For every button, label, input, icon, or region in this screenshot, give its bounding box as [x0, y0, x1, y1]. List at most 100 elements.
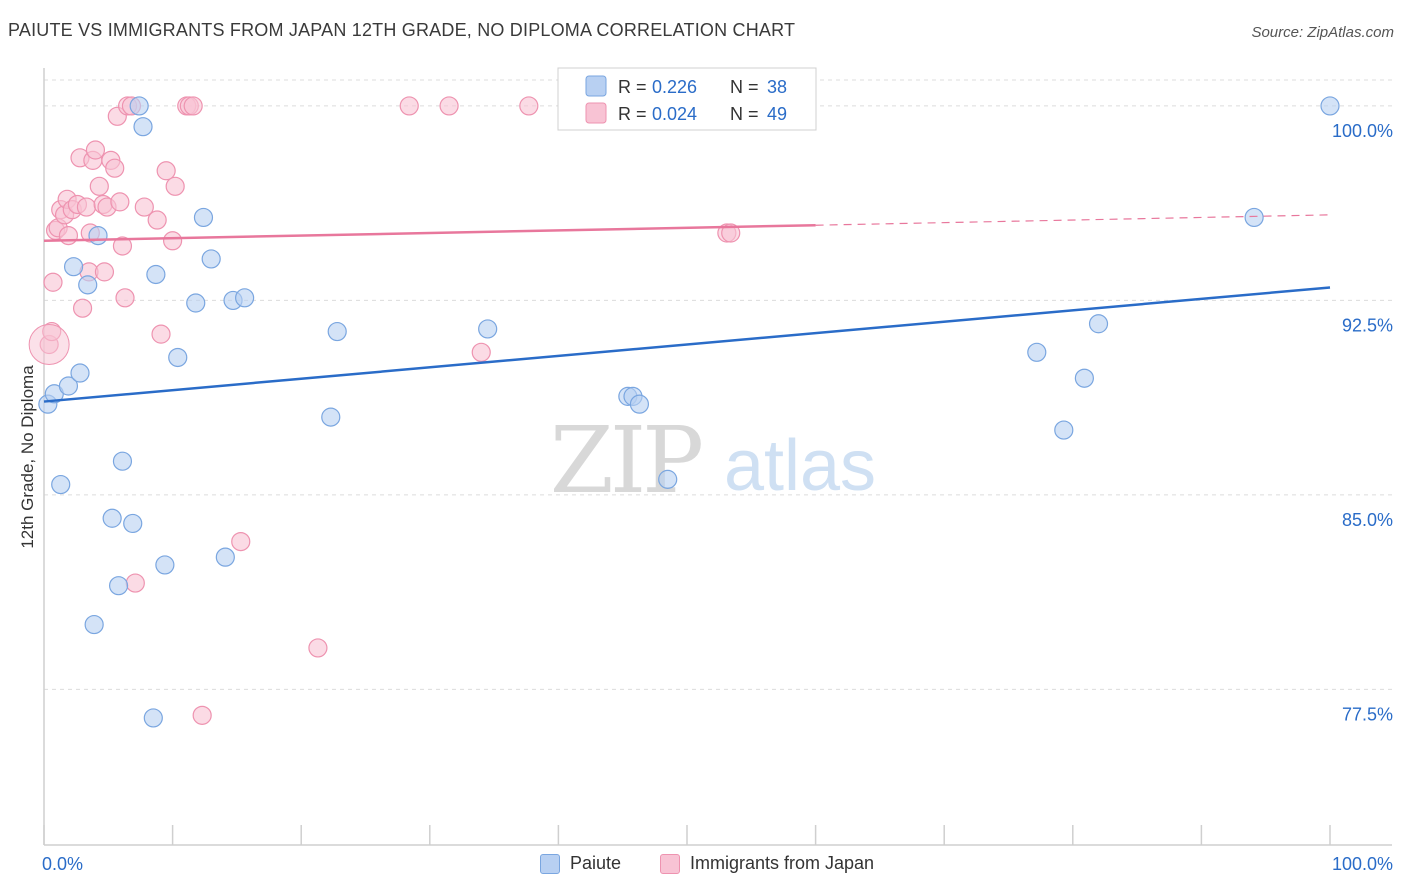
stats-legend-r-value-paiute: 0.226 — [652, 77, 697, 97]
data-point-paiute — [1244, 207, 1264, 228]
data-point-immigrants-from-japan — [163, 231, 183, 251]
data-point-paiute — [321, 407, 341, 427]
data-point-paiute — [327, 321, 347, 342]
data-point-immigrants-from-japan — [134, 197, 154, 217]
legend-label-paiute: Paiute — [570, 853, 622, 873]
y-tick-label: 100.0% — [1332, 121, 1393, 141]
data-point-paiute — [112, 451, 133, 471]
data-point-immigrants-from-japan — [156, 161, 176, 181]
data-point-immigrants-from-japan — [147, 210, 167, 230]
y-tick-labels: 77.5% 85.0% 92.5% 100.0% — [1332, 121, 1393, 724]
data-point-paiute — [146, 264, 166, 285]
data-point-paiute — [133, 117, 153, 137]
trend-line-immigrants-from-japan — [43, 223, 816, 243]
data-point-paiute — [123, 513, 143, 534]
data-point-immigrants-from-japan — [439, 96, 459, 116]
data-point-immigrants-from-japan — [308, 638, 328, 658]
series-immigrants-from-japan-points — [28, 96, 741, 725]
data-point-immigrants-from-japan — [183, 96, 203, 116]
series-paiute-points — [38, 96, 1340, 728]
data-point-immigrants-from-japan — [89, 176, 109, 196]
data-point-immigrants-from-japan — [151, 324, 171, 344]
watermark-atlas: atlas — [724, 426, 876, 506]
data-point-paiute — [201, 249, 221, 269]
legend-item-japan: Immigrants from Japan — [660, 853, 874, 874]
stats-legend: R = 0.226 N = 38 R = 0.024 N = 49 — [557, 67, 817, 131]
legend-swatch-paiute — [540, 853, 560, 874]
data-point-paiute — [58, 376, 79, 396]
data-point-immigrants-from-japan — [105, 158, 125, 178]
data-point-immigrants-from-japan — [115, 288, 135, 308]
watermark-zip: ZIP — [550, 407, 701, 514]
data-point-immigrants-from-japan — [399, 96, 419, 116]
data-point-paiute — [478, 319, 498, 339]
data-point-paiute — [84, 614, 104, 635]
data-point-immigrants-from-japan — [112, 236, 133, 256]
data-point-paiute — [1320, 96, 1340, 116]
data-point-paiute — [78, 275, 98, 295]
data-point-immigrants-from-japan — [110, 192, 130, 212]
stats-legend-n-label-paiute: N = — [730, 77, 759, 97]
data-point-immigrants-from-japan — [192, 705, 212, 725]
y-tick-label: 92.5% — [1342, 315, 1393, 335]
data-point-immigrants-from-japan — [519, 96, 539, 116]
data-point-paiute — [88, 225, 108, 246]
legend-item-paiute: Paiute — [540, 853, 621, 874]
data-point-paiute — [193, 207, 214, 228]
data-point-paiute — [629, 394, 650, 414]
data-point-immigrants-from-japan — [85, 140, 106, 160]
data-point-immigrants-from-japan — [231, 531, 251, 552]
data-point-paiute — [658, 469, 678, 489]
data-point-paiute — [143, 708, 163, 728]
data-point-paiute — [108, 576, 129, 596]
data-point-paiute — [168, 347, 188, 368]
data-point-paiute — [102, 508, 122, 528]
data-point-paiute — [70, 363, 90, 383]
legend-label-japan: Immigrants from Japan — [690, 853, 875, 873]
data-point-immigrants-from-japan — [721, 223, 741, 243]
data-point-paiute — [1088, 314, 1109, 334]
zipatlas-watermark: ZIP atlas — [550, 407, 876, 514]
trend-line-immigrants-from-japan-extension — [815, 214, 1331, 226]
data-point-paiute — [235, 288, 255, 308]
stats-legend-n-label-japan: N = — [730, 104, 759, 124]
x-tick-label-min: 0.0% — [42, 854, 83, 874]
stats-legend-n-value-japan: 49 — [767, 104, 787, 124]
data-point-paiute — [186, 293, 206, 313]
stats-legend-r-value-japan: 0.024 — [652, 104, 697, 124]
chart-title: PAIUTE VS IMMIGRANTS FROM JAPAN 12TH GRA… — [8, 20, 796, 40]
y-tick-label: 77.5% — [1342, 704, 1393, 724]
data-point-paiute — [1054, 420, 1074, 440]
data-point-paiute — [63, 257, 84, 277]
data-point-paiute — [129, 96, 149, 116]
source-credit: Source: ZipAtlas.com — [1251, 24, 1394, 41]
data-point-immigrants-from-japan — [94, 262, 115, 282]
stats-legend-swatch-japan — [585, 102, 607, 124]
data-point-immigrants-from-japan-large — [28, 324, 70, 366]
data-point-immigrants-from-japan — [72, 298, 93, 318]
data-point-paiute — [51, 474, 71, 495]
data-point-paiute — [215, 547, 235, 567]
stats-legend-r-label-japan: R = — [618, 104, 647, 124]
stats-legend-r-label-paiute: R = — [618, 77, 647, 97]
legend-bottom: Paiute Immigrants from Japan — [0, 850, 1406, 880]
data-point-immigrants-from-japan — [76, 197, 97, 217]
data-point-immigrants-from-japan — [58, 225, 79, 246]
x-tick-labels: 0.0% 100.0% — [42, 854, 1393, 874]
legend-swatch-japan — [660, 853, 680, 874]
y-tick-label: 85.0% — [1342, 510, 1393, 530]
data-point-immigrants-from-japan — [125, 573, 145, 593]
data-point-immigrants-from-japan — [471, 342, 491, 362]
data-point-paiute — [155, 555, 175, 575]
data-point-paiute — [1027, 342, 1047, 362]
trend-lines — [43, 214, 1331, 403]
data-point-immigrants-from-japan — [165, 176, 185, 196]
data-point-paiute — [1074, 368, 1094, 388]
stats-legend-n-value-paiute: 38 — [767, 77, 787, 97]
trend-line-paiute — [43, 286, 1331, 403]
x-tick-label-max: 100.0% — [1332, 854, 1393, 874]
stats-legend-swatch-paiute — [585, 75, 607, 97]
data-point-immigrants-from-japan — [43, 272, 63, 292]
axes — [43, 68, 1392, 846]
